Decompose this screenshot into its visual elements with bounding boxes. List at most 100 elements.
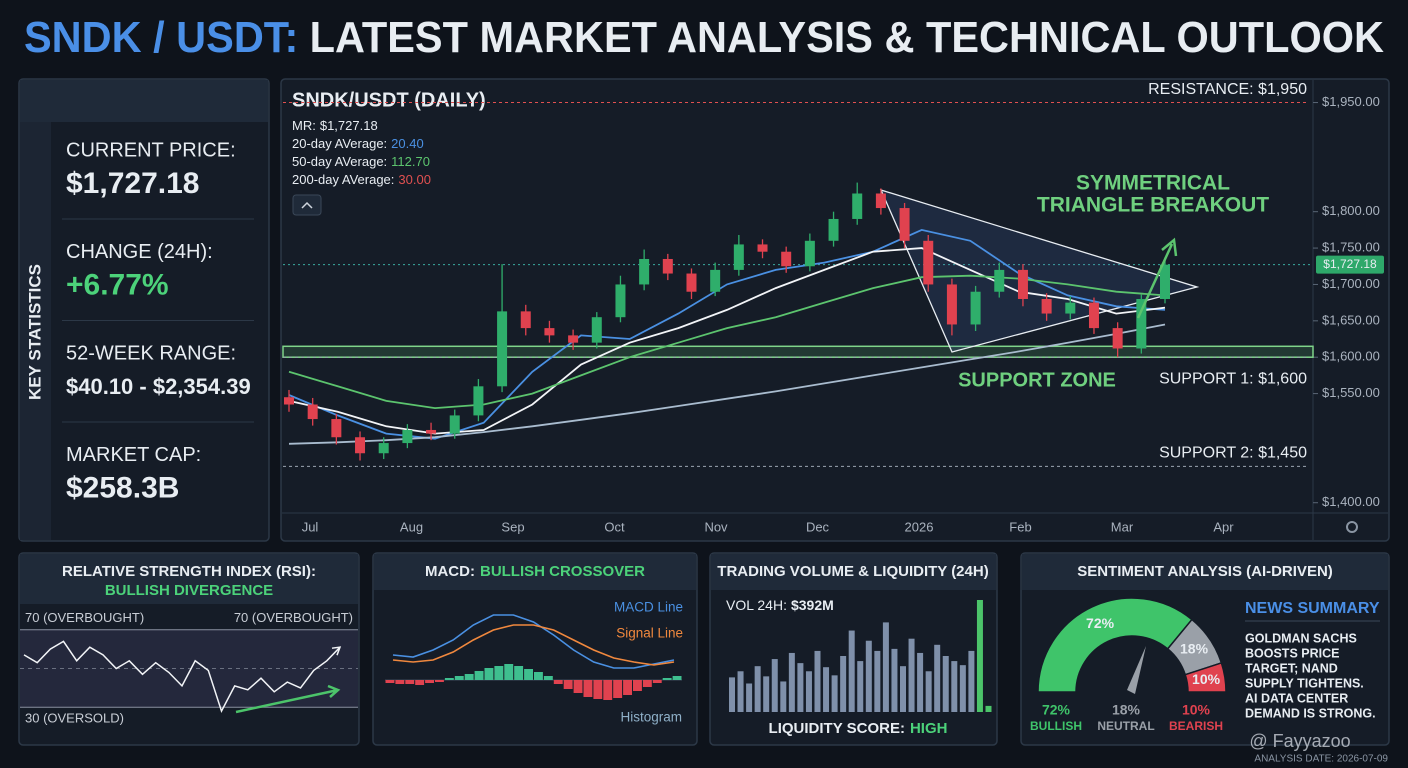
macd-series <box>392 624 675 666</box>
volume-bar <box>959 665 966 712</box>
text-span: 200-day AVerage: <box>292 172 394 187</box>
candle-body <box>331 419 342 438</box>
news-title: NEWS SUMMARY <box>1245 600 1380 617</box>
volume-bar <box>814 650 821 712</box>
candle-body <box>449 415 460 434</box>
x-tick-label: Dec <box>806 519 830 534</box>
volume-bar <box>746 683 753 712</box>
candle-body <box>1065 302 1076 314</box>
macd-series <box>392 614 675 669</box>
candle-body <box>1017 269 1028 299</box>
candle-body <box>781 251 792 267</box>
candle-body <box>852 193 863 219</box>
candle-body <box>923 240 934 285</box>
text-span: 112.70 <box>391 154 430 169</box>
histogram-bar <box>603 680 613 700</box>
price-tag-label: $1,727.18 <box>1323 257 1377 271</box>
histogram-bar <box>415 680 425 685</box>
volume-bar <box>934 644 941 712</box>
volume-bar <box>840 656 847 712</box>
volume-bar <box>823 667 830 712</box>
histogram-bar <box>543 676 553 680</box>
stats-strip <box>20 122 51 540</box>
candle-body <box>473 386 484 416</box>
x-tick-label: Jul <box>302 519 319 534</box>
rsi-header <box>20 554 358 604</box>
x-tick-label: Apr <box>1213 519 1234 534</box>
triangle-pattern <box>879 188 1200 353</box>
histogram-bar <box>534 672 543 680</box>
histogram-bar <box>405 680 415 684</box>
x-tick-label: Feb <box>1009 519 1031 534</box>
stat-label: 52-WEEK RANGE: <box>66 342 236 364</box>
annotation: SYMMETRICAL <box>1076 172 1230 195</box>
title-text: LATEST MARKET ANALYSIS & TECHNICAL OUTLO… <box>310 13 1385 62</box>
collapse-button[interactable] <box>292 194 322 216</box>
candle-body <box>497 311 508 387</box>
text-span: 20-day AVerage: <box>292 136 387 151</box>
panel-title: SENTIMENT ANALYSIS (AI-DRIVEN) <box>1077 563 1333 580</box>
histogram-bar <box>385 680 395 683</box>
volume-stat: VOL 24H: $392M <box>726 597 834 613</box>
histogram-bar <box>573 680 583 693</box>
candle-body <box>733 244 744 270</box>
text-span: MR: <box>292 118 316 133</box>
volume-bar <box>754 666 761 712</box>
histogram-bar <box>464 674 474 680</box>
histogram-bar <box>633 680 642 691</box>
macd-header <box>374 554 696 590</box>
candle-body <box>662 258 673 274</box>
news-line: DEMAND IS STRONG. <box>1245 706 1376 720</box>
text-span: LIQUIDITY SCORE: <box>769 720 905 737</box>
segment-label: 18% <box>1180 641 1209 657</box>
histogram-bar <box>613 680 623 698</box>
stat-value: $258.3B <box>66 471 179 504</box>
candle-body <box>828 218 839 241</box>
sentiment-category: NEUTRAL <box>1097 719 1154 733</box>
x-tick-label: Aug <box>400 519 423 534</box>
volume-bar <box>771 659 778 712</box>
candle-body <box>615 284 626 318</box>
support-zone <box>282 345 1314 358</box>
candle-body <box>1041 299 1052 314</box>
candle-body <box>899 208 910 241</box>
volume-bar <box>805 671 812 712</box>
candle-body <box>757 244 768 252</box>
level-label: RESISTANCE: $1,950 <box>1148 81 1307 98</box>
news-line: SUPPLY TIGHTENS. <box>1245 676 1364 690</box>
rsi-line <box>23 640 341 714</box>
candle-body <box>520 311 531 329</box>
level-label: 30 (OVERSOLD) <box>25 711 124 726</box>
level-label: 70 (OVERBOUGHT) <box>234 610 353 625</box>
histogram-bar <box>623 680 632 695</box>
histogram-bar <box>524 669 533 680</box>
panel-title: TRADING VOLUME & LIQUIDITY (24H) <box>717 563 988 580</box>
price-tag <box>1316 255 1384 274</box>
volume-bar <box>831 675 838 712</box>
volume-bar <box>737 671 744 712</box>
support-zone-label: SUPPORT ZONE <box>958 369 1116 391</box>
text-span: 50-day AVerage: <box>292 154 387 169</box>
liquidity-score: LIQUIDITY SCORE: HIGH <box>769 720 948 737</box>
news-line: AI DATA CENTER <box>1245 691 1348 705</box>
analysis-date: ANALYSIS DATE: 2026-07-09 <box>1254 754 1388 765</box>
text-span: $392M <box>791 597 834 613</box>
text-span: HIGH <box>910 720 948 737</box>
settings-icon[interactable] <box>1346 521 1358 533</box>
volume-bar <box>951 661 958 712</box>
series-label: MACD Line <box>614 600 683 615</box>
text-span: BULLISH CROSSOVER <box>480 563 645 580</box>
sentiment-value: 10% <box>1182 702 1211 718</box>
legend-entry: 50-day AVerage: 112.70 <box>292 154 430 169</box>
segment-label: 10% <box>1192 671 1221 687</box>
divergence-arrow <box>235 684 341 714</box>
candle-body <box>378 443 389 454</box>
volume-bar <box>857 661 864 712</box>
x-tick-label: Mar <box>1111 519 1134 534</box>
chevron-icon <box>301 201 313 209</box>
histogram-bar <box>395 680 405 684</box>
stat-label: MARKET CAP: <box>66 444 201 466</box>
level-label: SUPPORT 2: $1,450 <box>1159 445 1307 462</box>
volume-bar <box>874 650 881 712</box>
